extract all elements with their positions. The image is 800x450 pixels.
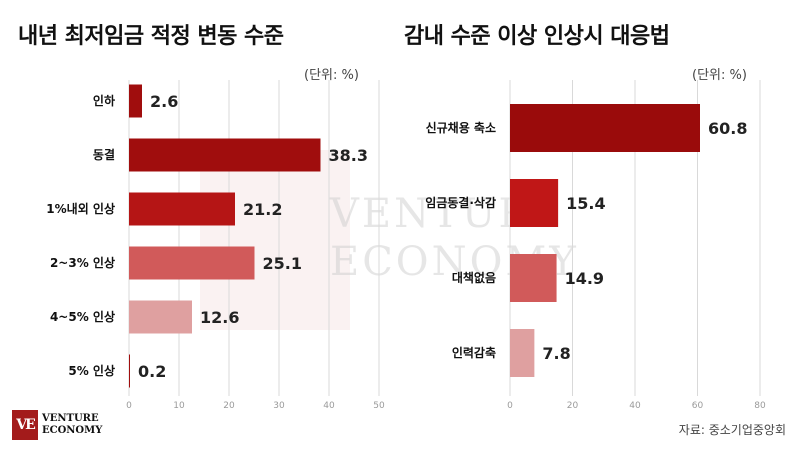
logo-line1: VENTURE	[42, 413, 99, 424]
left-bar	[129, 354, 130, 388]
left-tick-label: 20	[223, 401, 235, 411]
logo-mark: VE	[12, 410, 38, 440]
right-bar	[510, 104, 700, 152]
left-bar-chart: 0 10 20 30 40 50 인하 2.6 동결 38.3 1%내외 인상 21.2 2~3% 인상…	[46, 80, 385, 411]
left-chart-unit: (단위: %)	[304, 68, 359, 83]
right-chart-title: 감내 수준 이상 인상시 대응법	[404, 24, 670, 49]
right-category-label: 인력감축	[452, 345, 496, 360]
right-category-label: 신규채용 축소	[426, 120, 496, 135]
left-category-label: 2~3% 인상	[50, 255, 115, 270]
left-value-label: 2.6	[150, 92, 178, 111]
left-category-label: 동결	[93, 147, 115, 162]
right-value-label: 14.9	[565, 269, 604, 288]
left-tick-label: 0	[126, 401, 132, 411]
left-category-label: 5% 인상	[68, 363, 115, 378]
source-note: 자료: 중소기업중앙회	[678, 423, 786, 437]
left-category-label: 인하	[93, 93, 115, 108]
left-tick-label: 40	[323, 401, 335, 411]
left-value-label: 38.3	[329, 146, 368, 165]
left-bar	[129, 246, 255, 280]
right-chart-unit: (단위: %)	[692, 68, 747, 83]
right-bar-chart: 0 20 40 60 80 신규채용 축소 60.8 임금동결·삭감 15.4 대책없음 14.9 인…	[425, 80, 766, 411]
watermark-logo-block	[200, 150, 350, 330]
left-tick-label: 10	[173, 401, 185, 411]
left-category-label: 1%내외 인상	[46, 201, 115, 216]
right-tick-label: 40	[629, 401, 641, 411]
left-bar	[129, 300, 192, 334]
right-tick-label: 20	[567, 401, 579, 411]
right-bar	[510, 329, 535, 377]
right-value-label: 60.8	[708, 119, 747, 138]
left-bar	[129, 138, 321, 172]
logo-line2: ECONOMY	[42, 425, 103, 436]
right-bar	[510, 179, 559, 227]
left-bar	[129, 84, 142, 118]
right-tick-label: 0	[507, 401, 513, 411]
venture-economy-logo: VE VENTURE ECONOMY	[12, 410, 102, 440]
left-tick-label: 30	[273, 401, 285, 411]
right-value-label: 7.8	[542, 344, 570, 363]
left-value-label: 21.2	[243, 200, 282, 219]
right-tick-label: 80	[754, 401, 766, 411]
right-category-label: 임금동결·삭감	[425, 195, 496, 210]
left-value-label: 0.2	[138, 362, 166, 381]
left-chart-title: 내년 최저임금 적정 변동 수준	[18, 24, 284, 49]
left-value-label: 25.1	[263, 254, 302, 273]
left-category-label: 4~5% 인상	[50, 309, 115, 324]
left-bar	[129, 192, 235, 226]
left-tick-label: 50	[373, 401, 385, 411]
right-category-label: 대책없음	[452, 270, 496, 285]
right-value-label: 15.4	[566, 194, 605, 213]
left-value-label: 12.6	[200, 308, 239, 327]
logo-text: VENTURE ECONOMY	[42, 413, 102, 437]
right-bar	[510, 254, 557, 302]
right-tick-label: 60	[692, 401, 704, 411]
